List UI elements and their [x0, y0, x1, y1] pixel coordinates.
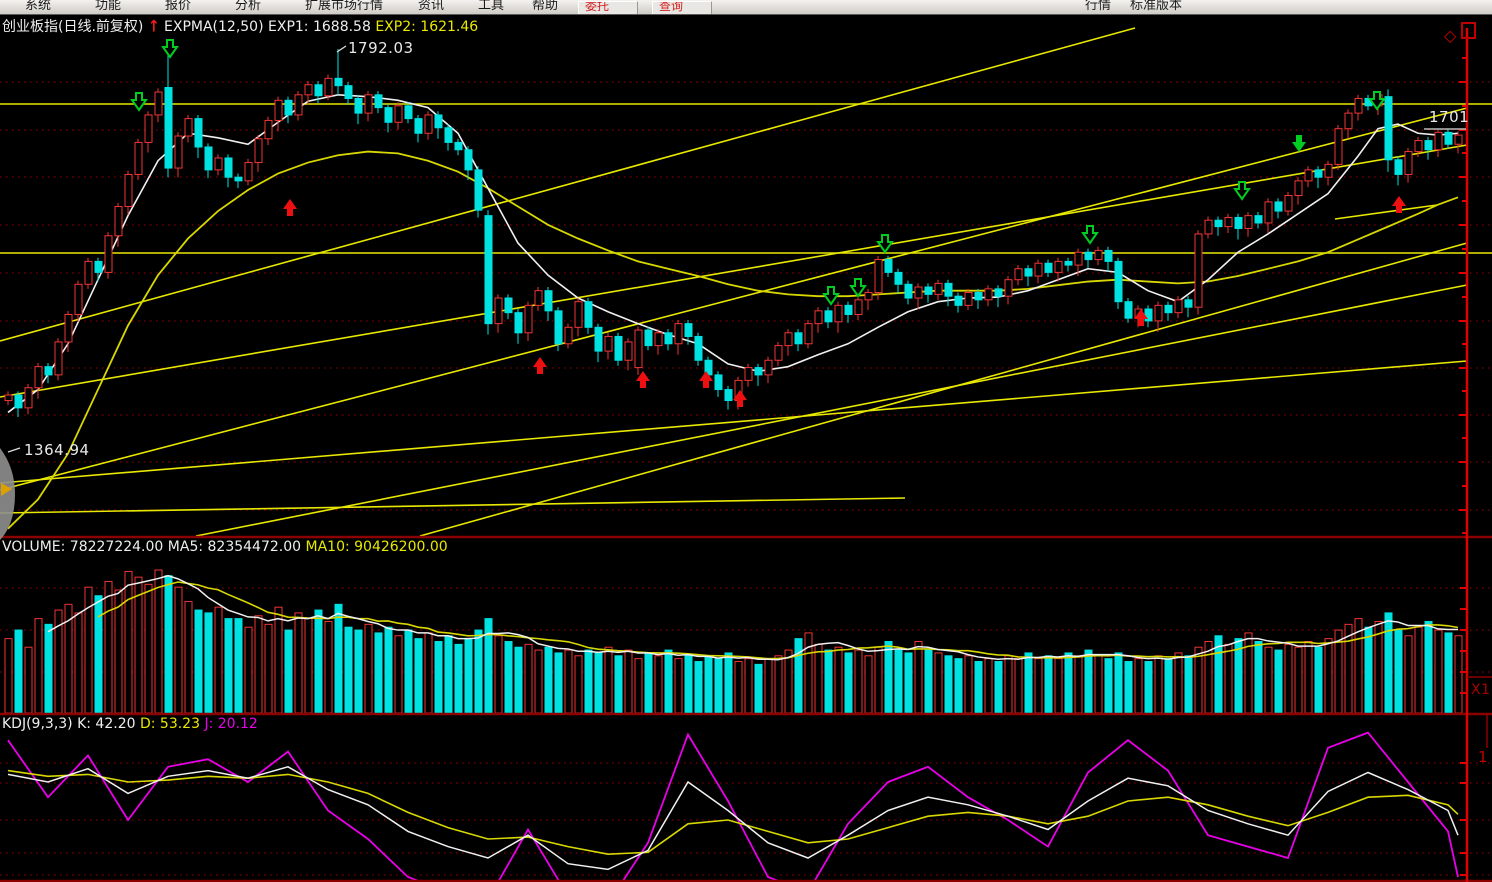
menu-bar: 系统 功能 报价 分析 扩展市场行情 资讯 工具 帮助 委托 查询 行情 标准版…: [0, 0, 1492, 15]
up-arrow-icon: ↑: [147, 17, 160, 37]
volume-header-row: VOLUME: 78227224.00 MA5: 82354472.00 MA1…: [2, 539, 448, 555]
label-pointers: [7, 45, 1466, 453]
kdj-header-row: KDJ(9,3,3) K: 42.20 D: 53.23 J: 20.12: [2, 716, 258, 732]
last-price-label: 1701: [1429, 108, 1470, 126]
menu-item-tools[interactable]: 工具: [478, 0, 505, 13]
menu-item-info[interactable]: 资讯: [418, 0, 445, 13]
sell-arrow-icon: [161, 39, 179, 59]
buy-arrow-icon: [699, 371, 713, 388]
query-button[interactable]: 查询: [652, 1, 712, 14]
menu-item-function[interactable]: 功能: [95, 0, 122, 13]
indicator-name[interactable]: EXPMA(12,50): [164, 19, 264, 35]
sell-arrow-icon: [1233, 181, 1251, 201]
window-icon[interactable]: [1461, 22, 1477, 39]
corner-icons: ◇: [1444, 22, 1477, 45]
volume-ma5-value: MA5: 82354472.00: [167, 539, 302, 555]
menu-item-system[interactable]: 系统: [25, 0, 52, 13]
kdj-j-value: J: 20.12: [204, 716, 258, 732]
menu-item-analysis[interactable]: 分析: [235, 0, 262, 13]
sell-arrow-icon: [1081, 225, 1099, 245]
signal-arrows: [130, 39, 1406, 407]
volume-value: VOLUME: 78227224.00: [2, 539, 164, 555]
sell-arrow-icon: [876, 234, 894, 254]
exp2-value: EXP2: 1621.46: [375, 19, 479, 35]
kdj-d-value: D: 53.23: [139, 716, 200, 732]
symbol-title: 创业板指(日线.前复权): [2, 19, 144, 35]
exp1-value: EXP1: 1688.58: [268, 19, 371, 35]
buy-arrow-icon: [283, 199, 297, 216]
menu-item-extended[interactable]: 扩展市场行情: [305, 0, 384, 13]
buy-arrow-icon: [533, 357, 547, 374]
kdj-lines: [7, 731, 1459, 882]
kdj-axis-label: 1: [1478, 748, 1489, 766]
low-price-label: 1364.94: [24, 441, 90, 459]
menu-right-text-1: 行情: [1085, 0, 1112, 13]
volume-ma10-value: MA10: 90426200.00: [305, 539, 448, 555]
buy-arrow-icon: [733, 390, 747, 407]
diamond-icon[interactable]: ◇: [1444, 26, 1457, 45]
candles: [4, 49, 1463, 418]
trade-button[interactable]: 委托: [578, 1, 638, 14]
menu-item-help[interactable]: 帮助: [532, 0, 559, 13]
volume-ma-lines: [47, 574, 1459, 661]
buy-arrow-icon: [636, 371, 650, 388]
left-edge-marker: [0, 448, 15, 540]
buy-arrow-icon: [1134, 309, 1148, 326]
axis: [0, 28, 1492, 882]
menu-item-quote[interactable]: 报价: [165, 0, 192, 13]
peak-price-label: 1792.03: [348, 39, 414, 57]
sell-arrow-icon: [822, 286, 840, 306]
sell-arrow-icon: [130, 92, 148, 112]
gridlines: [0, 81, 1492, 876]
menu-right-text-2: 标准版本: [1130, 0, 1183, 13]
volume-scale-label: X1: [1471, 682, 1491, 698]
kdj-k-value: KDJ(9,3,3) K: 42.20: [2, 716, 136, 732]
sell-arrow-icon: [1368, 91, 1386, 111]
sell-arrow-icon: [849, 278, 867, 298]
trend-lines: [0, 27, 1492, 537]
chart-title-row: 创业板指(日线.前复权) ↑ EXPMA(12,50) EXP1: 1688.5…: [2, 16, 478, 36]
sell-arrow-solid-icon: [1292, 135, 1306, 152]
buy-arrow-icon: [1392, 196, 1406, 213]
